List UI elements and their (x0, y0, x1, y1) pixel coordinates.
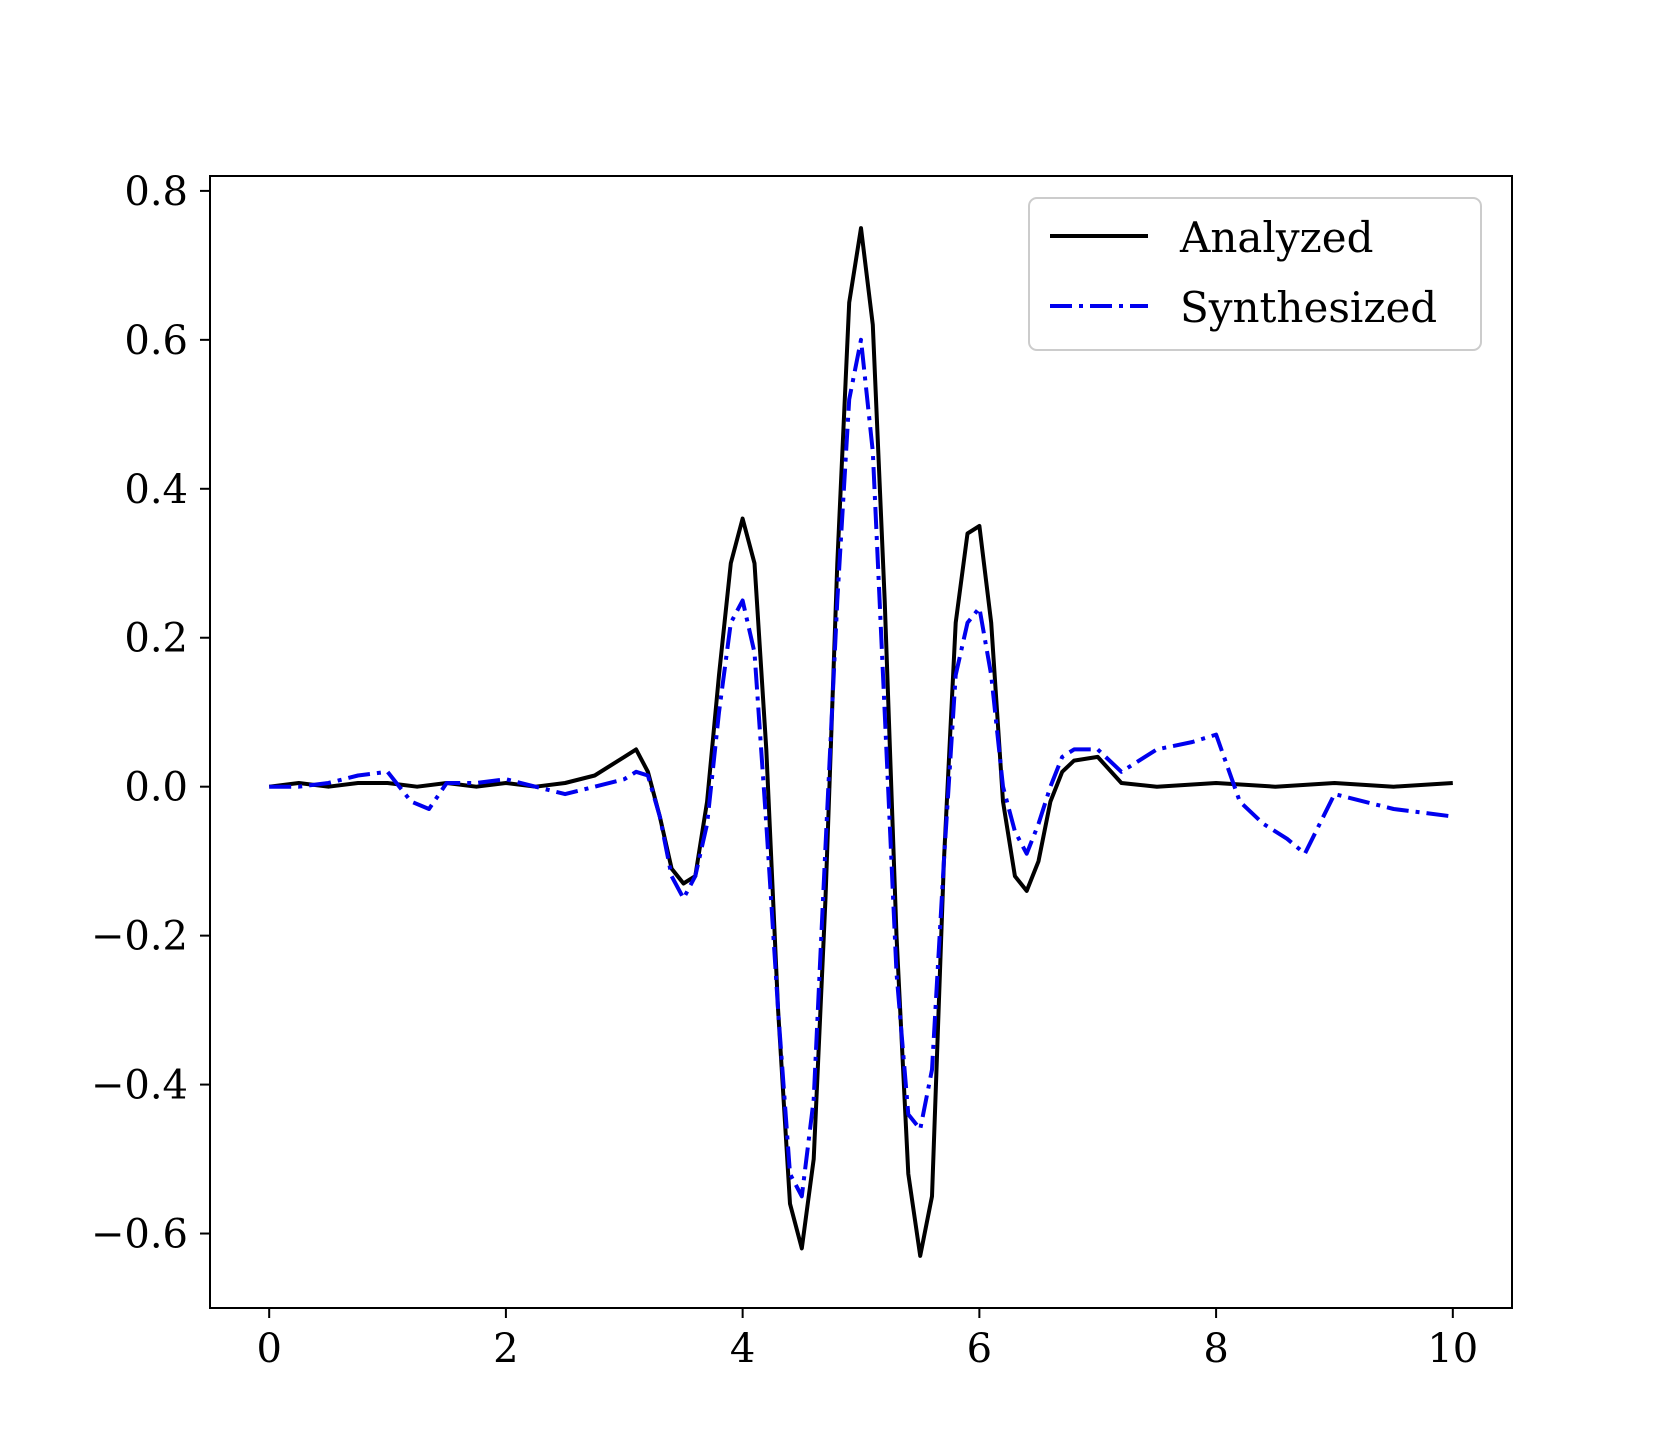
y-tick-label: −0.6 (91, 1212, 188, 1258)
x-axis: 0 2 4 6 8 10 (256, 1308, 1478, 1372)
series-layer (268, 226, 1454, 1258)
y-tick-label: 0.4 (124, 467, 188, 513)
y-tick-label: −0.4 (91, 1063, 188, 1109)
x-tick-label: 10 (1427, 1326, 1478, 1372)
x-tick-label: 0 (256, 1326, 281, 1372)
plot-frame (209, 175, 1513, 1309)
x-tick-label: 4 (730, 1326, 755, 1372)
y-tick-label: 0.8 (124, 169, 188, 215)
x-tick-label: 8 (1203, 1326, 1228, 1372)
y-axis: −0.6 −0.4 −0.2 0.0 0.2 0.4 0.6 0.8 (91, 169, 210, 1258)
y-tick-label: −0.2 (91, 914, 188, 960)
y-tick-label: 0.0 (124, 765, 188, 811)
x-tick-label: 6 (967, 1326, 992, 1372)
legend: Analyzed Synthesized (1028, 197, 1482, 351)
x-tick-label: 2 (493, 1326, 518, 1372)
y-tick-label: 0.2 (124, 616, 188, 662)
series-line-synthesized (269, 337, 1454, 1199)
series-line-analyzed (268, 226, 1453, 1258)
legend-label-synthesized: Synthesized (1180, 283, 1437, 332)
legend-label-analyzed: Analyzed (1179, 213, 1373, 262)
y-tick-label: 0.6 (124, 318, 188, 364)
